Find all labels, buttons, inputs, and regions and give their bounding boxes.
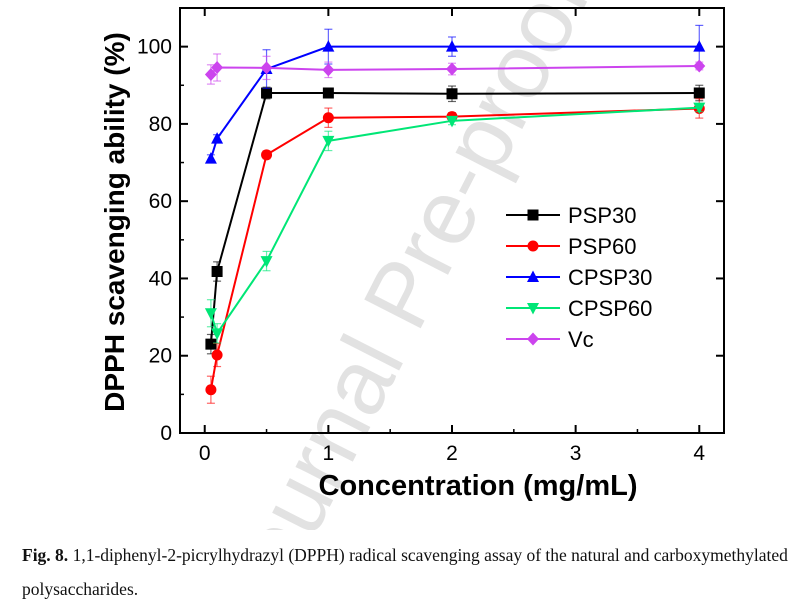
data-point — [261, 87, 273, 99]
series-psp30 — [205, 84, 705, 355]
caption-label: Fig. 8. — [22, 545, 69, 565]
legend-item-cpsp60: CPSP60 — [506, 296, 652, 321]
data-point — [204, 67, 217, 81]
data-point — [260, 256, 273, 268]
data-point — [211, 349, 223, 361]
data-point — [204, 308, 217, 320]
data-point — [260, 61, 273, 75]
x-tick-label: 1 — [323, 442, 335, 465]
data-point — [322, 63, 335, 77]
y-tick-label: 20 — [149, 345, 172, 368]
legend-item-vc: Vc — [506, 327, 594, 352]
data-point — [446, 40, 458, 52]
data-point — [693, 102, 706, 115]
data-point — [211, 132, 224, 144]
data-point — [322, 112, 334, 124]
y-tick-label: 40 — [149, 267, 172, 290]
x-tick-label: 2 — [446, 442, 458, 465]
legend-marker — [527, 270, 539, 282]
x-tick-label: 4 — [693, 442, 705, 465]
y-tick-label: 0 — [160, 422, 172, 445]
legend-label: PSP60 — [568, 234, 637, 259]
legend: PSP30 PSP60 CPSP30 CPSP60 Vc — [506, 203, 652, 352]
series-line — [209, 92, 700, 345]
legend-marker — [527, 332, 539, 346]
series-vc — [204, 53, 706, 85]
y-tick-label: 100 — [137, 36, 172, 59]
legend-marker — [527, 303, 539, 315]
data-point — [205, 384, 217, 396]
figure-caption: Fig. 8. 1,1-diphenyl-2-picrylhydrazyl (D… — [22, 538, 802, 606]
data-point — [446, 62, 458, 76]
watermark: Journal Pre-proof — [196, 0, 610, 530]
data-point — [261, 149, 273, 161]
data-point — [205, 338, 217, 350]
y-tick-label: 60 — [149, 190, 172, 213]
legend-label: Vc — [568, 327, 594, 352]
legend-label: CPSP60 — [568, 296, 652, 321]
caption-text: 1,1-diphenyl-2-picrylhydrazyl (DPPH) rad… — [22, 545, 788, 599]
data-point — [693, 40, 706, 52]
legend-item-psp30: PSP30 — [506, 203, 637, 228]
legend-label: PSP30 — [568, 203, 637, 228]
plot-area — [204, 24, 706, 404]
series-line — [209, 107, 700, 390]
x-tick-label: 0 — [199, 442, 211, 465]
x-tick-label: 3 — [570, 442, 582, 465]
x-axis-title: Concentration (mg/mL) — [319, 470, 638, 502]
data-point — [693, 59, 706, 73]
legend-marker — [527, 209, 539, 221]
data-point — [446, 115, 458, 128]
data-point — [211, 61, 224, 74]
legend-label: CPSP30 — [568, 265, 652, 290]
legend-item-cpsp30: CPSP30 — [506, 265, 652, 290]
legend-item-psp60: PSP60 — [506, 234, 637, 259]
data-point — [446, 88, 458, 100]
y-axis-title: DPPH scavenging ability (%) — [99, 32, 130, 412]
series-cpsp60 — [204, 102, 706, 344]
data-point — [211, 266, 223, 277]
data-point — [211, 328, 224, 340]
data-point — [204, 152, 217, 164]
y-tick-label: 80 — [149, 113, 172, 136]
data-point — [322, 40, 335, 52]
data-point — [693, 87, 705, 99]
data-point — [322, 87, 334, 99]
data-point — [322, 135, 335, 148]
legend-marker — [527, 240, 539, 252]
